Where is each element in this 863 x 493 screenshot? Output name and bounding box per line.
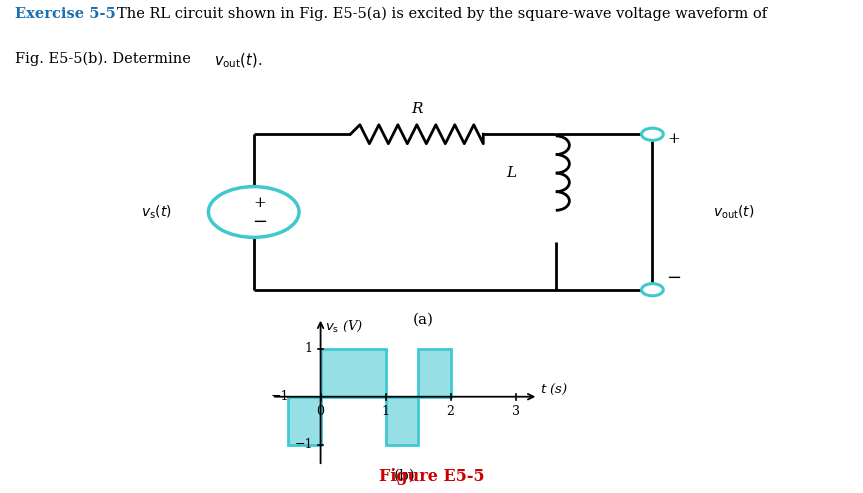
Text: +: + xyxy=(254,196,266,210)
Text: 2: 2 xyxy=(446,405,455,419)
Text: −1: −1 xyxy=(271,390,290,403)
Bar xyxy=(288,397,320,445)
Text: The RL circuit shown in Fig. E5-5(a) is excited by the square-wave voltage wavef: The RL circuit shown in Fig. E5-5(a) is … xyxy=(117,7,766,22)
Text: 1: 1 xyxy=(305,342,312,355)
Bar xyxy=(418,349,450,397)
Text: $t$ (s): $t$ (s) xyxy=(540,382,568,397)
Text: −: − xyxy=(252,212,268,230)
Text: R: R xyxy=(411,102,423,116)
Text: −1: −1 xyxy=(294,438,312,451)
Bar xyxy=(418,349,450,397)
Text: −: − xyxy=(666,269,681,287)
Circle shape xyxy=(641,128,664,141)
Text: 3: 3 xyxy=(512,405,520,419)
Text: Exercise 5-5: Exercise 5-5 xyxy=(15,7,116,21)
Bar xyxy=(320,349,386,397)
Text: 1: 1 xyxy=(381,405,389,419)
Bar xyxy=(320,349,386,397)
Text: $v_{\mathrm{out}}(t)$: $v_{\mathrm{out}}(t)$ xyxy=(713,203,754,221)
Text: $v_{\mathrm{s}}(t)$: $v_{\mathrm{s}}(t)$ xyxy=(142,203,172,221)
Text: Fig. E5-5(b). Determine: Fig. E5-5(b). Determine xyxy=(15,51,195,66)
Circle shape xyxy=(641,283,664,296)
Text: $v_{\mathrm{out}}(t)$.: $v_{\mathrm{out}}(t)$. xyxy=(214,51,262,70)
Text: L: L xyxy=(507,166,516,180)
Text: $v_{\mathrm{s}}$ (V): $v_{\mathrm{s}}$ (V) xyxy=(325,319,363,334)
Bar xyxy=(386,397,418,445)
Text: Figure E5-5: Figure E5-5 xyxy=(379,468,484,485)
Text: (b): (b) xyxy=(394,468,416,483)
Text: (a): (a) xyxy=(413,313,433,327)
Text: 0: 0 xyxy=(317,405,324,419)
Text: +: + xyxy=(667,132,680,146)
Bar xyxy=(288,397,320,445)
Bar xyxy=(386,397,418,445)
